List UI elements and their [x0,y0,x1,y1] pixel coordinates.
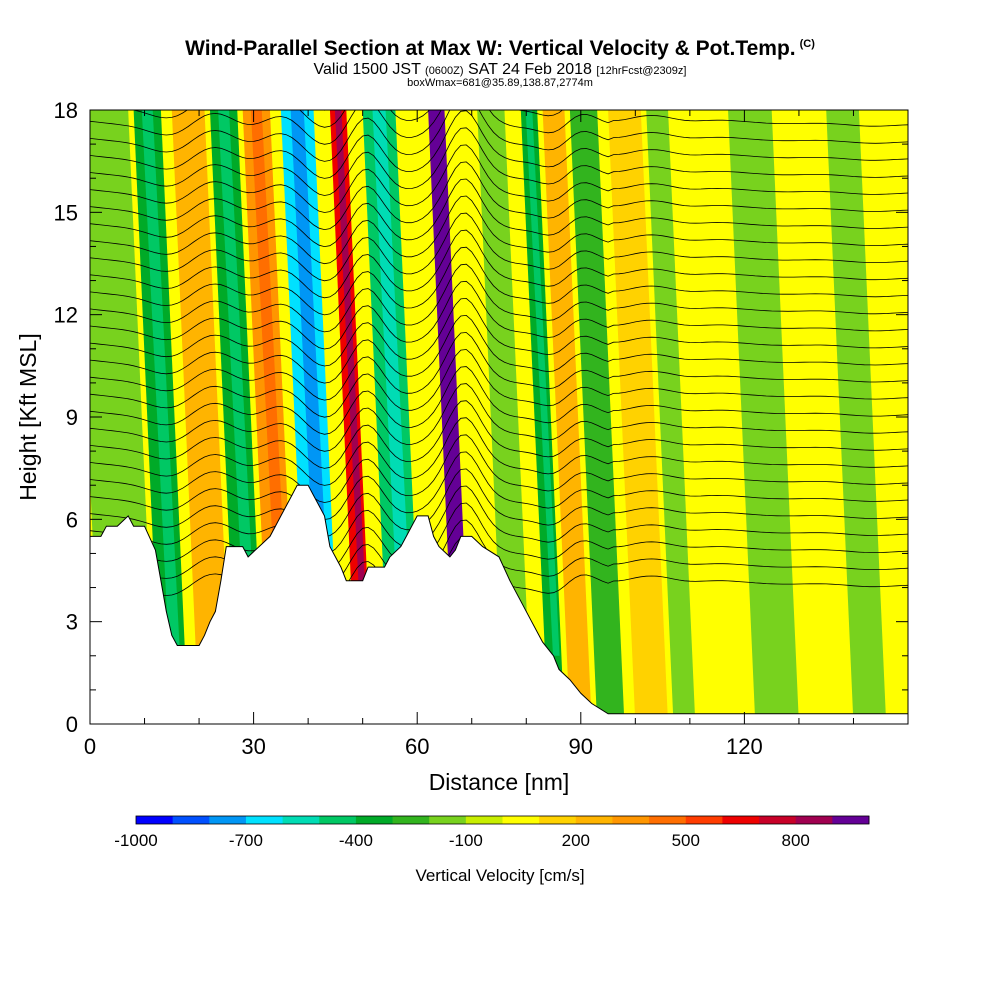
velocity-core [141,110,180,656]
velocity-core [525,110,560,656]
y-axis: 0 3 6 9 12 15 18 [54,98,908,737]
colorbar-swatch [392,816,430,824]
theta-contour [90,178,908,248]
colorbar-swatch [319,816,357,824]
y-tick-label: 12 [54,303,78,328]
velocity-band [728,110,799,724]
theta-contour [90,246,908,316]
velocity-core [334,110,369,656]
theta-contour [90,332,908,401]
theta-contour [90,212,908,282]
colorbar-swatch [502,816,540,824]
velocity-core [372,110,413,656]
plot-area [90,110,908,724]
colorbar-swatch [465,816,503,824]
colorbar-swatch [795,816,833,824]
x-tick-label: 120 [726,734,763,759]
theta-contour [90,451,908,520]
colorbar: -1000 -700 -400 -100 200 500 800 [114,815,870,850]
theta-contour [90,110,908,145]
chart-subtitle: Valid 1500 JST (0600Z) SAT 24 Feb 2018 [… [313,61,687,78]
y-tick-label: 0 [66,712,78,737]
theta-contours [90,110,908,606]
colorbar-swatch [209,816,247,824]
colorbar-tick-label: 800 [782,831,810,850]
velocity-band [542,110,592,724]
chart-title: Wind-Parallel Section at Max W: Vertical… [185,37,815,60]
velocity-band [646,110,696,724]
colorbar-swatch [575,816,613,824]
theta-contour [90,349,908,418]
colorbar-swatch [685,816,723,824]
colorbar-swatch [429,816,467,824]
colorbar-swatch [612,816,650,824]
colorbar-swatch [355,816,394,824]
theta-contour [90,263,908,333]
theta-contour [90,127,908,196]
colorbar-tick-label: -1000 [114,831,157,850]
colorbar-swatch [832,816,870,824]
theta-contour [90,280,908,350]
x-tick-label: 90 [569,734,593,759]
velocity-core [218,110,257,656]
x-tick-label: 60 [405,734,429,759]
theta-contour [90,417,908,486]
theta-contour [90,485,908,555]
theta-contour [90,400,908,469]
theta-contour [90,468,908,538]
colorbar-swatch [539,816,577,824]
theta-contour [90,110,908,162]
theta-contour [90,195,908,265]
theta-contour [90,434,908,503]
colorbar-tick-label: 200 [562,831,590,850]
velocity-band [608,110,669,724]
terrain-mask [90,484,908,724]
x-axis-label: Distance [nm] [429,769,570,795]
colorbar-tick-label: -100 [449,831,483,850]
theta-contour [90,229,908,299]
theta-contour [90,110,908,179]
y-tick-label: 3 [66,610,78,635]
colorbar-swatch [172,816,210,824]
copyright-mark: (C) [799,38,815,50]
theta-contour [90,144,908,213]
theta-contour [322,110,329,111]
colorbar-swatch [759,816,797,824]
theta-contour [90,297,908,367]
y-tick-label: 15 [54,200,78,225]
theta-contour [90,502,908,572]
theta-contour [90,383,908,452]
colorbar-swatch [649,816,687,824]
x-tick-label: 30 [241,734,265,759]
x-tick-label: 0 [84,734,96,759]
colorbar-swatch [245,816,284,824]
colorbar-label: Vertical Velocity [cm/s] [415,866,584,885]
colorbar-tick-label: -400 [339,831,373,850]
y-tick-label: 6 [66,507,78,532]
velocity-band [569,110,625,724]
theta-contour [90,161,908,231]
y-tick-label: 18 [54,98,78,123]
colorbar-swatch [136,816,174,824]
theta-contour [90,314,908,384]
x-axis: 0 30 60 90 120 [84,110,854,759]
colorbar-frame [135,815,870,825]
y-axis-label: Height [Kft MSL] [15,333,41,500]
velocity-band [826,110,887,724]
colorbar-swatch [722,816,760,824]
chart-subtitle-box: boxWmax=681@35.89,138.87,2774m [407,77,593,89]
theta-contour [90,366,908,435]
colorbar-tick-label: -700 [229,831,263,850]
colorbar-swatch [282,816,320,824]
colorbar-tick-label: 500 [672,831,700,850]
y-tick-label: 9 [66,405,78,430]
